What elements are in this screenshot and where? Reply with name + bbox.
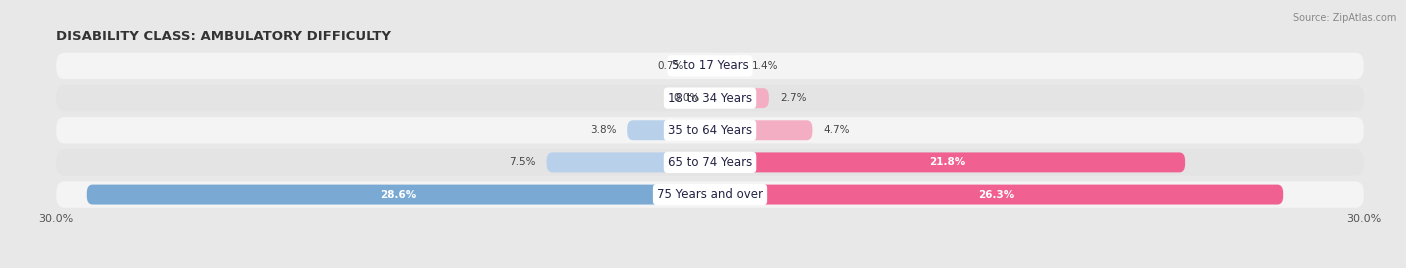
Text: 35 to 64 Years: 35 to 64 Years: [668, 124, 752, 137]
Text: 21.8%: 21.8%: [929, 157, 966, 168]
FancyBboxPatch shape: [695, 56, 710, 76]
Text: 65 to 74 Years: 65 to 74 Years: [668, 156, 752, 169]
Text: 75 Years and over: 75 Years and over: [657, 188, 763, 201]
Text: DISABILITY CLASS: AMBULATORY DIFFICULTY: DISABILITY CLASS: AMBULATORY DIFFICULTY: [56, 30, 391, 43]
FancyBboxPatch shape: [56, 117, 1364, 143]
Text: 28.6%: 28.6%: [380, 189, 416, 200]
FancyBboxPatch shape: [56, 149, 1364, 176]
FancyBboxPatch shape: [710, 88, 769, 108]
Text: 3.8%: 3.8%: [591, 125, 616, 135]
FancyBboxPatch shape: [56, 181, 1364, 208]
Text: 4.7%: 4.7%: [824, 125, 849, 135]
Text: 1.4%: 1.4%: [751, 61, 778, 71]
FancyBboxPatch shape: [627, 120, 710, 140]
FancyBboxPatch shape: [87, 185, 710, 204]
Text: Source: ZipAtlas.com: Source: ZipAtlas.com: [1292, 13, 1396, 23]
FancyBboxPatch shape: [710, 185, 1284, 204]
FancyBboxPatch shape: [547, 152, 710, 172]
FancyBboxPatch shape: [56, 85, 1364, 111]
Text: 0.0%: 0.0%: [673, 93, 699, 103]
FancyBboxPatch shape: [710, 120, 813, 140]
Text: 0.7%: 0.7%: [658, 61, 683, 71]
FancyBboxPatch shape: [56, 53, 1364, 79]
FancyBboxPatch shape: [710, 152, 1185, 172]
Text: 7.5%: 7.5%: [509, 157, 536, 168]
Text: 26.3%: 26.3%: [979, 189, 1015, 200]
Text: 5 to 17 Years: 5 to 17 Years: [672, 59, 748, 72]
Text: 18 to 34 Years: 18 to 34 Years: [668, 92, 752, 105]
FancyBboxPatch shape: [710, 56, 741, 76]
Text: 2.7%: 2.7%: [780, 93, 806, 103]
